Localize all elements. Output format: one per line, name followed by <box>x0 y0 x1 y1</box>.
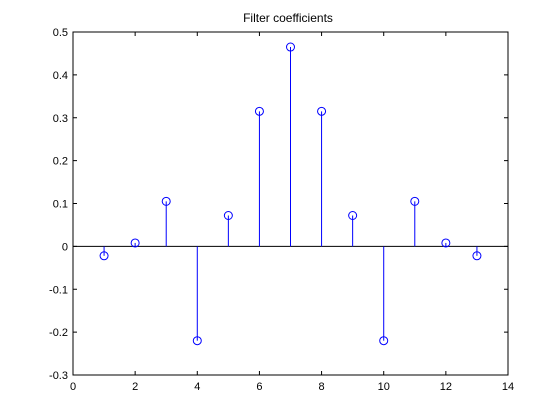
x-tick-label: 8 <box>319 381 325 393</box>
stem-marker <box>317 106 327 116</box>
x-tick-label: 2 <box>132 381 138 393</box>
stem-marker <box>379 336 389 346</box>
y-tick-label: 0.2 <box>53 156 68 168</box>
x-tick-label: 6 <box>256 381 262 393</box>
y-tick-label: -0.2 <box>49 327 68 339</box>
stem-series <box>99 42 482 346</box>
y-tick-label: 0.1 <box>53 199 68 211</box>
y-tick-label: -0.1 <box>49 284 68 296</box>
x-tick-label: 14 <box>502 381 514 393</box>
y-tick-label: 0 <box>62 241 68 253</box>
stem-marker <box>441 238 451 248</box>
stem-marker <box>410 196 420 206</box>
axis-ticks: 0 2 4 6 8 10 12 14 -0.3 -0.2 -0.1 0 0.1 0.2 0.3 0.4 0.5 <box>49 27 514 393</box>
y-tick-label: 0.5 <box>53 27 68 39</box>
stem-marker <box>161 196 171 206</box>
stem-marker <box>130 238 140 248</box>
y-tick-label: -0.3 <box>49 370 68 382</box>
stem-marker <box>472 251 482 261</box>
stem-marker <box>348 211 358 221</box>
stem-marker <box>223 211 233 221</box>
x-tick-label: 4 <box>194 381 200 393</box>
chart-title: Filter coefficients <box>243 11 333 25</box>
stem-marker <box>192 336 202 346</box>
stem-marker <box>99 251 109 261</box>
x-tick-label: 12 <box>440 381 452 393</box>
stem-marker <box>254 106 264 116</box>
y-tick-label: 0.4 <box>53 70 68 82</box>
x-tick-label: 0 <box>70 381 76 393</box>
y-tick-label: 0.3 <box>53 113 68 125</box>
x-tick-label: 10 <box>378 381 390 393</box>
stem-marker <box>286 42 295 52</box>
